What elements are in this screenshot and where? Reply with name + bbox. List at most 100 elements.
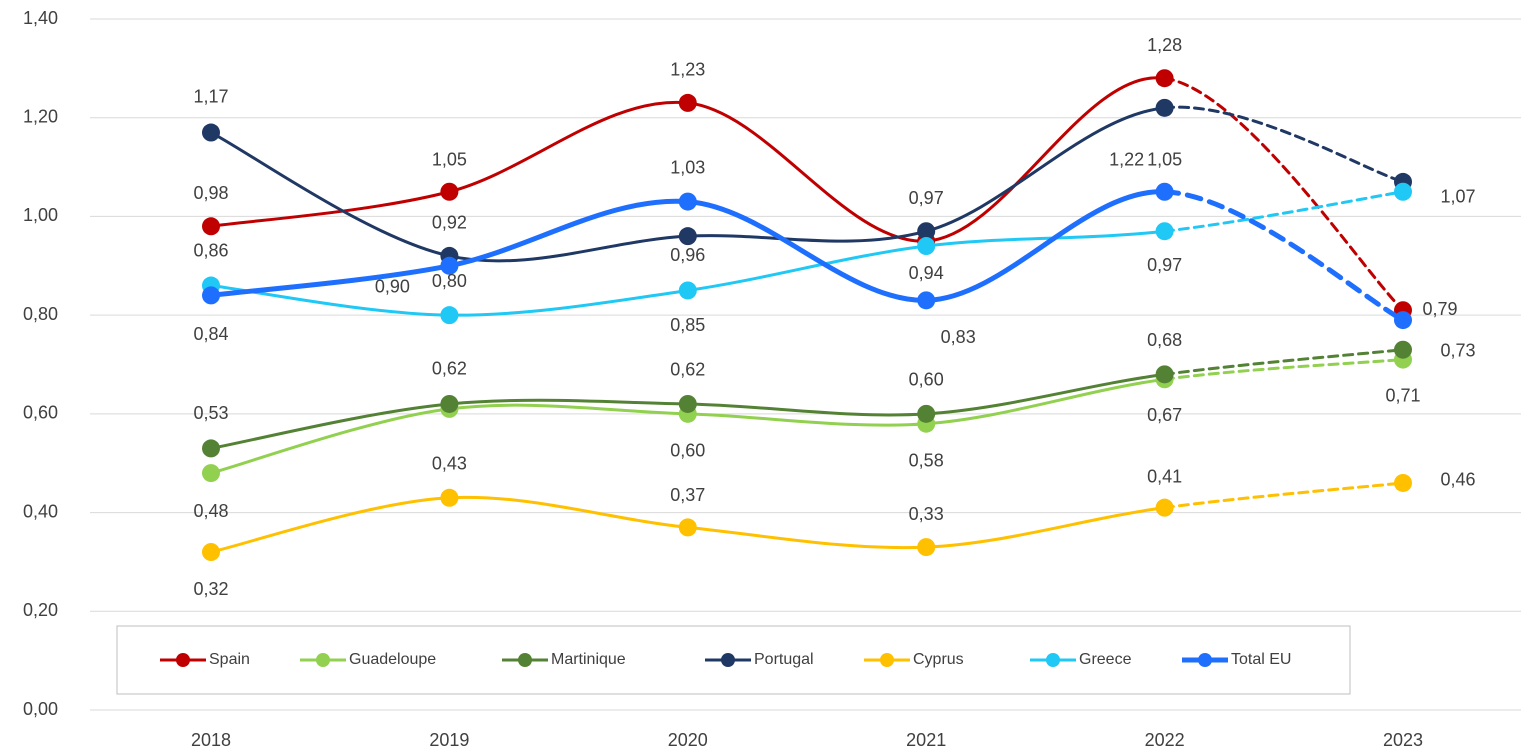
marker (1394, 182, 1412, 201)
marker (1394, 340, 1412, 359)
marker (440, 306, 459, 325)
marker (678, 192, 697, 211)
marker (678, 93, 697, 112)
data-label: 0,79 (1422, 299, 1457, 319)
legend-marker (721, 653, 735, 667)
data-label: 0,94 (909, 263, 944, 283)
data-label: 0,96 (670, 245, 705, 265)
marker (202, 439, 220, 458)
line-projection (1163, 348, 1405, 376)
data-label: 0,97 (1147, 255, 1182, 275)
data-label: 0,73 (1440, 340, 1475, 360)
line-projection (1163, 481, 1405, 510)
line-projection (1163, 105, 1405, 184)
legend-text: Cyprus (913, 651, 964, 668)
legend-marker (176, 653, 190, 667)
data-label: 1,05 (1147, 150, 1182, 170)
data-label: 0,60 (909, 370, 944, 390)
data-label: 0,60 (670, 441, 705, 461)
marker (1155, 222, 1174, 241)
marker (202, 123, 220, 142)
data-label: 0,84 (193, 324, 228, 344)
marker (440, 488, 459, 507)
marker (917, 404, 936, 423)
data-label: 0,33 (909, 504, 944, 524)
marker (678, 518, 697, 537)
marker (202, 217, 220, 236)
y-tick-label: 0,60 (23, 403, 58, 423)
y-tick-label: 0,20 (23, 600, 58, 620)
legend-text: Spain (209, 651, 250, 668)
data-label: 0,68 (1147, 330, 1182, 350)
line-projection (1163, 358, 1405, 381)
data-label: 1,22 (1109, 150, 1144, 170)
data-label: 0,80 (432, 271, 467, 291)
y-tick-label: 1,40 (23, 8, 58, 28)
marker (1155, 182, 1174, 201)
data-label: 0,53 (193, 403, 228, 423)
x-tick-label: 2022 (1145, 730, 1185, 750)
legend-text: Martinique (551, 651, 626, 668)
data-label: 0,86 (193, 240, 228, 260)
marker (202, 464, 220, 483)
data-label: 1,07 (1440, 187, 1475, 207)
marker (917, 222, 936, 241)
legend-text: Total EU (1231, 651, 1291, 668)
data-label: 0,58 (909, 450, 944, 470)
marker (202, 543, 220, 562)
data-label: 1,05 (432, 150, 467, 170)
data-label: 1,03 (670, 157, 705, 177)
legend-text: Portugal (754, 651, 814, 668)
y-tick-label: 0,40 (23, 501, 58, 521)
x-tick-label: 2019 (429, 730, 469, 750)
legend-marker (518, 653, 532, 667)
x-tick-label: 2020 (668, 730, 708, 750)
data-label: 0,62 (432, 359, 467, 379)
data-label: 0,46 (1440, 470, 1475, 490)
marker (440, 256, 459, 275)
x-tick-label: 2021 (906, 730, 946, 750)
marker (1394, 311, 1412, 330)
marker (678, 281, 697, 300)
x-tick-label: 2018 (191, 730, 231, 750)
legend-marker (1198, 653, 1212, 667)
marker (917, 237, 936, 256)
marker (202, 286, 220, 305)
legend-marker (880, 653, 894, 667)
data-label: 0,92 (432, 213, 467, 233)
line-projection (1162, 189, 1406, 323)
y-tick-label: 1,20 (23, 106, 58, 126)
legend-text: Greece (1079, 651, 1132, 668)
data-label: 1,23 (670, 60, 705, 80)
marker (1155, 498, 1174, 517)
legend-text: Guadeloupe (349, 651, 436, 668)
data-label: 0,97 (909, 188, 944, 208)
marker (1155, 365, 1174, 384)
legend-marker (1046, 653, 1060, 667)
data-label: 0,90 (375, 277, 410, 297)
data-label: 0,37 (670, 485, 705, 505)
data-label: 0,43 (432, 454, 467, 474)
x-tick-label: 2023 (1383, 730, 1423, 750)
data-label: 0,83 (941, 327, 976, 347)
y-tick-label: 0,80 (23, 304, 58, 324)
marker (1155, 98, 1174, 117)
legend-marker (316, 653, 330, 667)
data-label: 0,48 (193, 501, 228, 521)
marker (440, 182, 459, 201)
data-label: 0,62 (670, 360, 705, 380)
marker (678, 227, 697, 246)
marker (1155, 69, 1174, 88)
data-label: 0,41 (1147, 466, 1182, 486)
data-label: 0,67 (1147, 405, 1182, 425)
marker (440, 394, 459, 413)
data-label: 1,17 (193, 86, 228, 106)
data-label: 0,71 (1385, 385, 1420, 405)
data-label: 0,98 (193, 183, 228, 203)
line-projection (1163, 190, 1405, 233)
data-label: 0,85 (670, 315, 705, 335)
marker (678, 394, 697, 413)
y-tick-label: 0,00 (23, 699, 58, 719)
data-label: 0,32 (193, 579, 228, 599)
